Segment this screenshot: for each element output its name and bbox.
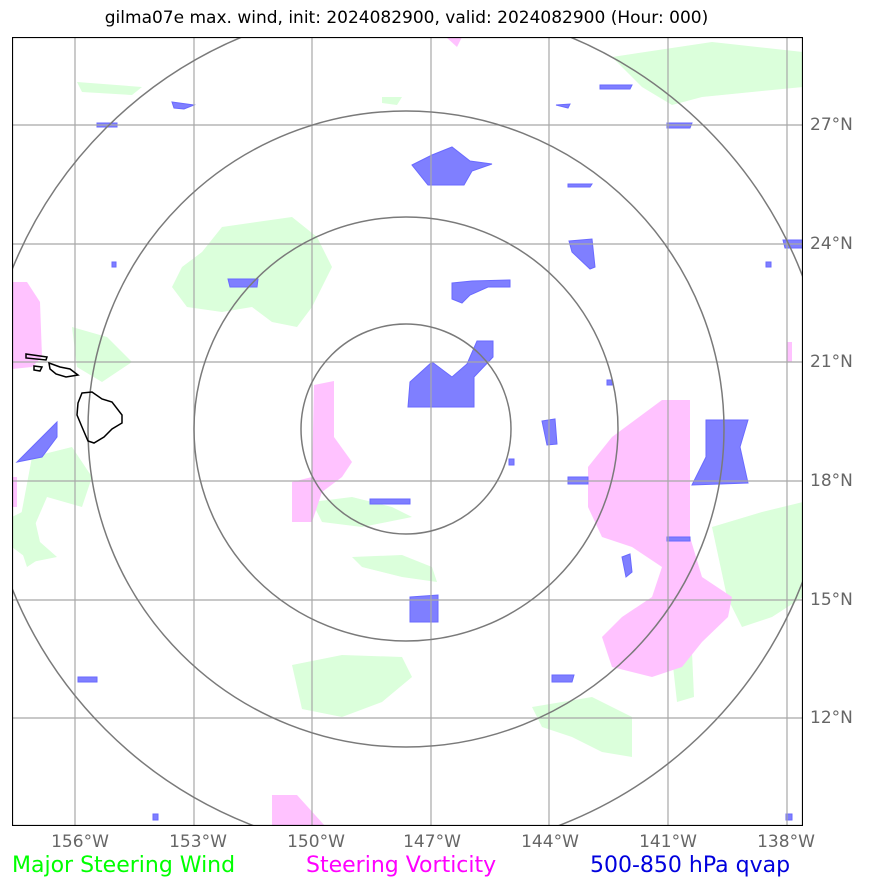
map-title: gilma07e max. wind, init: 2024082900, va… bbox=[104, 8, 709, 28]
lon-label-147w: 147°W bbox=[403, 832, 461, 852]
lon-label-141w: 141°W bbox=[639, 832, 697, 852]
legend-steering-vorticity: Steering Vorticity bbox=[306, 853, 497, 878]
lat-label-12n: 12°N bbox=[810, 708, 853, 728]
legend-steering-wind: Major Steering Wind bbox=[12, 853, 236, 878]
lon-label-150w: 150°W bbox=[287, 832, 345, 852]
hawaii-coastline bbox=[25, 353, 123, 444]
lon-label-153w: 153°W bbox=[169, 832, 227, 852]
lon-label-156w: 156°W bbox=[51, 832, 109, 852]
map-border bbox=[12, 37, 803, 826]
lon-label-144w: 144°W bbox=[521, 832, 579, 852]
steering-wind-fill bbox=[12, 42, 803, 757]
qvap-fill bbox=[15, 84, 803, 821]
lat-label-21n: 21°N bbox=[810, 352, 853, 372]
legend-qvap: 500-850 hPa qvap bbox=[590, 853, 791, 878]
lat-label-27n: 27°N bbox=[810, 115, 853, 135]
map-canvas bbox=[12, 37, 803, 826]
lon-label-138w: 138°W bbox=[757, 832, 815, 852]
distance-rings bbox=[12, 37, 803, 826]
lat-label-15n: 15°N bbox=[810, 590, 853, 610]
map-area bbox=[12, 37, 803, 826]
lat-label-24n: 24°N bbox=[810, 234, 853, 254]
steering-vorticity-fill bbox=[12, 37, 792, 826]
grid-lines bbox=[12, 37, 803, 826]
lat-label-18n: 18°N bbox=[810, 471, 853, 491]
